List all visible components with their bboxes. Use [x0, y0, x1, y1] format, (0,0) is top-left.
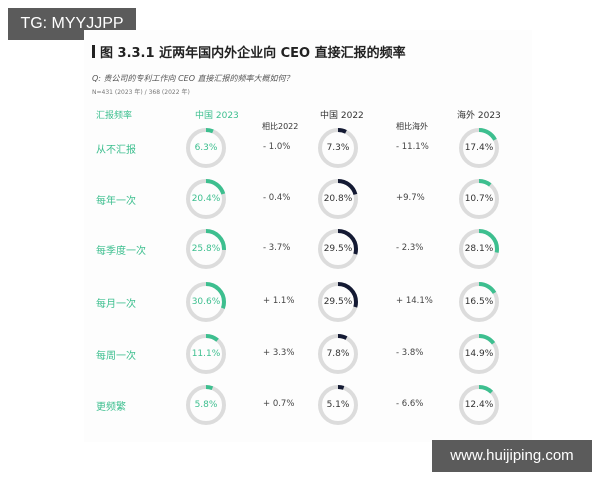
delta-vs-overseas: + 14.1%	[396, 296, 433, 306]
delta-vs-2022: + 1.1%	[263, 296, 295, 306]
delta-vs-2022: + 3.3%	[263, 348, 295, 358]
donut-value: 12.4%	[464, 400, 494, 410]
delta-vs-2022: - 3.7%	[263, 243, 291, 253]
donut-value: 10.7%	[464, 194, 494, 204]
donut-value: 28.1%	[464, 244, 494, 254]
watermark-bottom-right: www.huijiping.com	[432, 440, 592, 472]
row-label: 更频繁	[96, 402, 126, 413]
donut-value: 5.1%	[326, 400, 350, 410]
donut-value: 20.4%	[191, 194, 221, 204]
header-china-2022: 中国 2022	[320, 111, 364, 121]
sample-size: N=431 (2023 年) / 368 (2022 年)	[92, 89, 190, 96]
donut-china-2022: 7.8%	[316, 332, 360, 376]
row-label: 每周一次	[96, 351, 136, 362]
delta-vs-overseas: - 6.6%	[396, 399, 424, 409]
donut-overseas-2023: 17.4%	[457, 126, 501, 170]
donut-ring-icon	[318, 334, 358, 374]
row-label: 从不汇报	[96, 145, 136, 156]
donut-value: 30.6%	[191, 297, 221, 307]
donut-overseas-2023: 10.7%	[457, 177, 501, 221]
donut-ring-icon	[186, 229, 226, 269]
donut-ring-icon	[186, 334, 226, 374]
donut-ring-icon	[459, 179, 499, 219]
donut-ring-icon	[186, 282, 226, 322]
chart-title-text: 图 3.3.1 近两年国内外企业向 CEO 直接汇报的频率	[100, 46, 406, 61]
donut-china-2022: 29.5%	[316, 280, 360, 324]
delta-vs-overseas: +9.7%	[396, 193, 425, 203]
donut-value: 14.9%	[464, 349, 494, 359]
donut-value: 11.1%	[191, 349, 221, 359]
title-bar-marker	[92, 45, 95, 58]
donut-china-2023: 6.3%	[184, 126, 228, 170]
donut-value: 20.8%	[323, 194, 353, 204]
donut-ring-icon	[318, 229, 358, 269]
donut-china-2023: 25.8%	[184, 227, 228, 271]
donut-ring-icon	[318, 128, 358, 168]
chart-title: 图 3.3.1 近两年国内外企业向 CEO 直接汇报的频率	[92, 42, 406, 61]
donut-ring-icon	[186, 385, 226, 425]
header-vs-overseas: 相比海外	[396, 122, 428, 131]
donut-ring-icon	[459, 334, 499, 374]
row-label: 每季度一次	[96, 246, 146, 257]
delta-vs-overseas: - 11.1%	[396, 142, 429, 152]
donut-value: 25.8%	[191, 244, 221, 254]
row-label: 每年一次	[96, 196, 136, 207]
donut-china-2022: 5.1%	[316, 383, 360, 427]
donut-value: 17.4%	[464, 143, 494, 153]
donut-value: 29.5%	[323, 297, 353, 307]
row-label: 每月一次	[96, 299, 136, 310]
donut-ring-icon	[459, 128, 499, 168]
chart-panel	[84, 30, 532, 442]
donut-china-2023: 5.8%	[184, 383, 228, 427]
delta-vs-2022: - 0.4%	[263, 193, 291, 203]
delta-vs-overseas: - 2.3%	[396, 243, 424, 253]
donut-overseas-2023: 16.5%	[457, 280, 501, 324]
donut-value: 16.5%	[464, 297, 494, 307]
header-china-2023: 中国 2023	[195, 111, 239, 121]
donut-overseas-2023: 12.4%	[457, 383, 501, 427]
survey-question: Q: 贵公司的专利工作向 CEO 直接汇报的频率大概如何？	[92, 74, 294, 83]
donut-ring-icon	[459, 229, 499, 269]
watermark-top-left: TG: MYYJJPP	[8, 8, 136, 40]
header-overseas-2023: 海外 2023	[457, 111, 501, 121]
donut-ring-icon	[186, 179, 226, 219]
donut-china-2022: 7.3%	[316, 126, 360, 170]
donut-overseas-2023: 28.1%	[457, 227, 501, 271]
donut-ring-icon	[318, 179, 358, 219]
donut-china-2022: 29.5%	[316, 227, 360, 271]
header-vs-2022: 相比2022	[262, 122, 299, 131]
donut-value: 7.8%	[326, 349, 350, 359]
delta-vs-2022: + 0.7%	[263, 399, 295, 409]
donut-china-2022: 20.8%	[316, 177, 360, 221]
donut-china-2023: 11.1%	[184, 332, 228, 376]
donut-overseas-2023: 14.9%	[457, 332, 501, 376]
header-frequency: 汇报频率	[96, 111, 133, 121]
delta-vs-overseas: - 3.8%	[396, 348, 424, 358]
donut-ring-icon	[459, 385, 499, 425]
donut-value: 7.3%	[326, 143, 350, 153]
donut-value: 29.5%	[323, 244, 353, 254]
donut-ring-icon	[318, 282, 358, 322]
donut-value: 5.8%	[194, 400, 218, 410]
donut-china-2023: 30.6%	[184, 280, 228, 324]
delta-vs-2022: - 1.0%	[263, 142, 291, 152]
donut-ring-icon	[186, 128, 226, 168]
donut-value: 6.3%	[194, 143, 218, 153]
donut-ring-icon	[318, 385, 358, 425]
donut-china-2023: 20.4%	[184, 177, 228, 221]
donut-ring-icon	[459, 282, 499, 322]
